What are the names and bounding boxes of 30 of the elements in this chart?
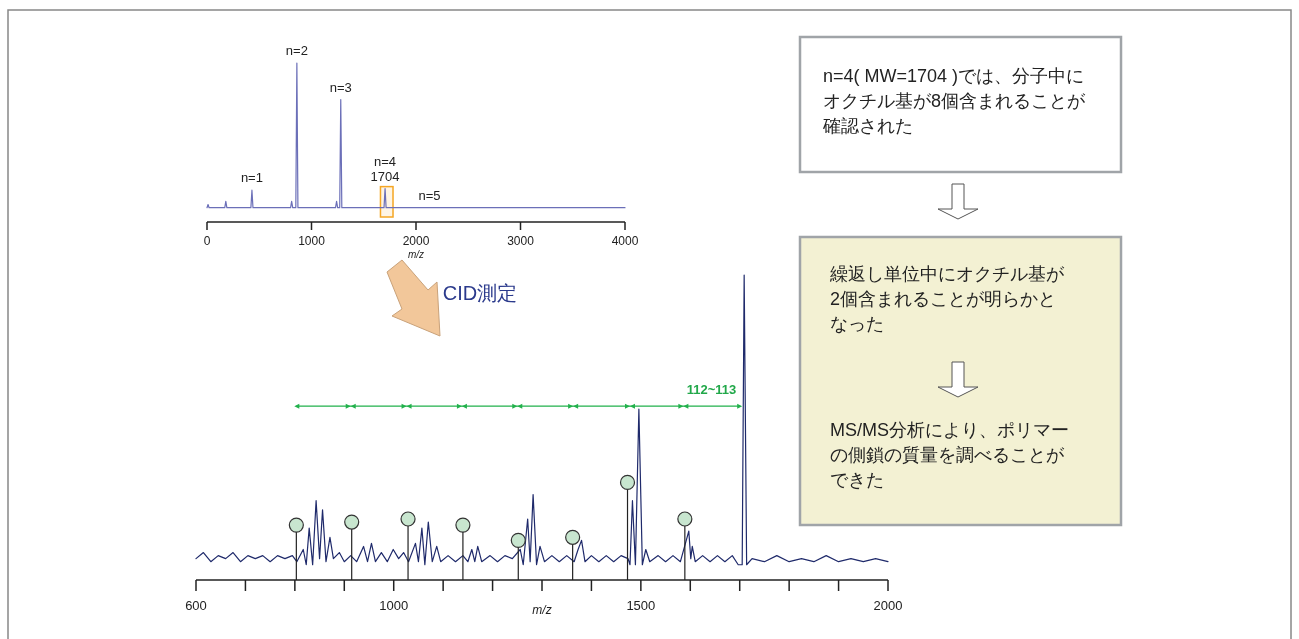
annotation: n=5 [418,187,441,203]
point [619,474,636,490]
x-axis-title: m/z [532,603,552,617]
x-tick-label: 0 [203,234,211,248]
point [344,514,360,530]
x-tick-label: 2000 [402,234,430,248]
annotation: 繰返し単位中にオクチル基が2個含まれることが明らかとなった [830,263,1065,336]
x-tick-label: 1000 [298,234,326,248]
annotation: CID測定 [442,282,518,304]
annotation: MS/MS分析により、ポリマーの側鎖の質量を調べることができた [830,419,1070,492]
x-tick-label: 3000 [507,234,535,248]
point [677,511,693,527]
point [565,529,581,545]
text: n=4( MW=1704 )では、分子中にオクチル基が8個含まれることが確認された [823,65,1086,138]
x-tick-label: 4000 [611,234,639,248]
annotation: n=3 [329,79,352,95]
annotation: n=1 [240,170,263,186]
annotation: 1704 [370,168,400,184]
x-axis-title: m/z [407,249,425,260]
point [400,511,416,527]
x-tick-label: 2000 [873,598,903,613]
x-tick-label: 600 [185,598,207,613]
annotation: n=2 [285,43,308,58]
x-tick-label: 1500 [626,598,656,613]
point [510,532,526,548]
annotation: 112~113 [686,382,737,398]
x-tick-label: 1000 [379,598,409,613]
annotation: n=4 [374,153,397,169]
point [455,517,471,533]
point [288,517,304,533]
